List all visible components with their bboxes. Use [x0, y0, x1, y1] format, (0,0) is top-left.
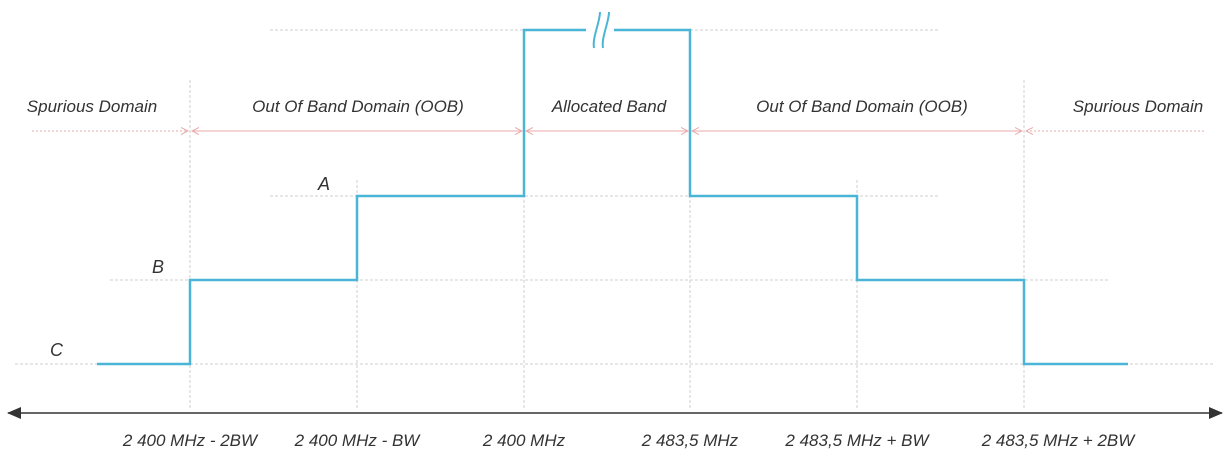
- domain-label-oob-left: Out Of Band Domain (OOB): [252, 97, 464, 116]
- level-labels: A B C: [50, 174, 330, 360]
- level-label-a: A: [317, 174, 330, 194]
- level-label-c: C: [50, 340, 64, 360]
- domain-labels: Spurious Domain Out Of Band Domain (OOB)…: [27, 97, 1203, 116]
- tick-label-3: 2 400 MHz: [482, 431, 566, 450]
- axis-break-icon: [586, 11, 614, 49]
- boundary-guides: [189, 30, 1025, 410]
- tick-label-2: 2 400 MHz - BW: [294, 431, 422, 450]
- domain-label-spurious-right: Spurious Domain: [1073, 97, 1203, 116]
- level-label-b: B: [152, 257, 164, 277]
- domain-label-allocated: Allocated Band: [551, 97, 667, 116]
- spectrum-mask-line: [97, 28, 1128, 366]
- tick-label-5: 2 483,5 MHz + BW: [784, 431, 930, 450]
- domain-label-spurious-left: Spurious Domain: [27, 97, 157, 116]
- tick-label-4: 2 483,5 MHz: [641, 431, 739, 450]
- domain-label-oob-right: Out Of Band Domain (OOB): [756, 97, 968, 116]
- tick-label-1: 2 400 MHz - 2BW: [122, 431, 259, 450]
- level-guides: [15, 29, 1215, 365]
- tick-label-6: 2 483,5 MHz + 2BW: [981, 431, 1137, 450]
- tick-labels: 2 400 MHz - 2BW 2 400 MHz - BW 2 400 MHz…: [122, 431, 1136, 450]
